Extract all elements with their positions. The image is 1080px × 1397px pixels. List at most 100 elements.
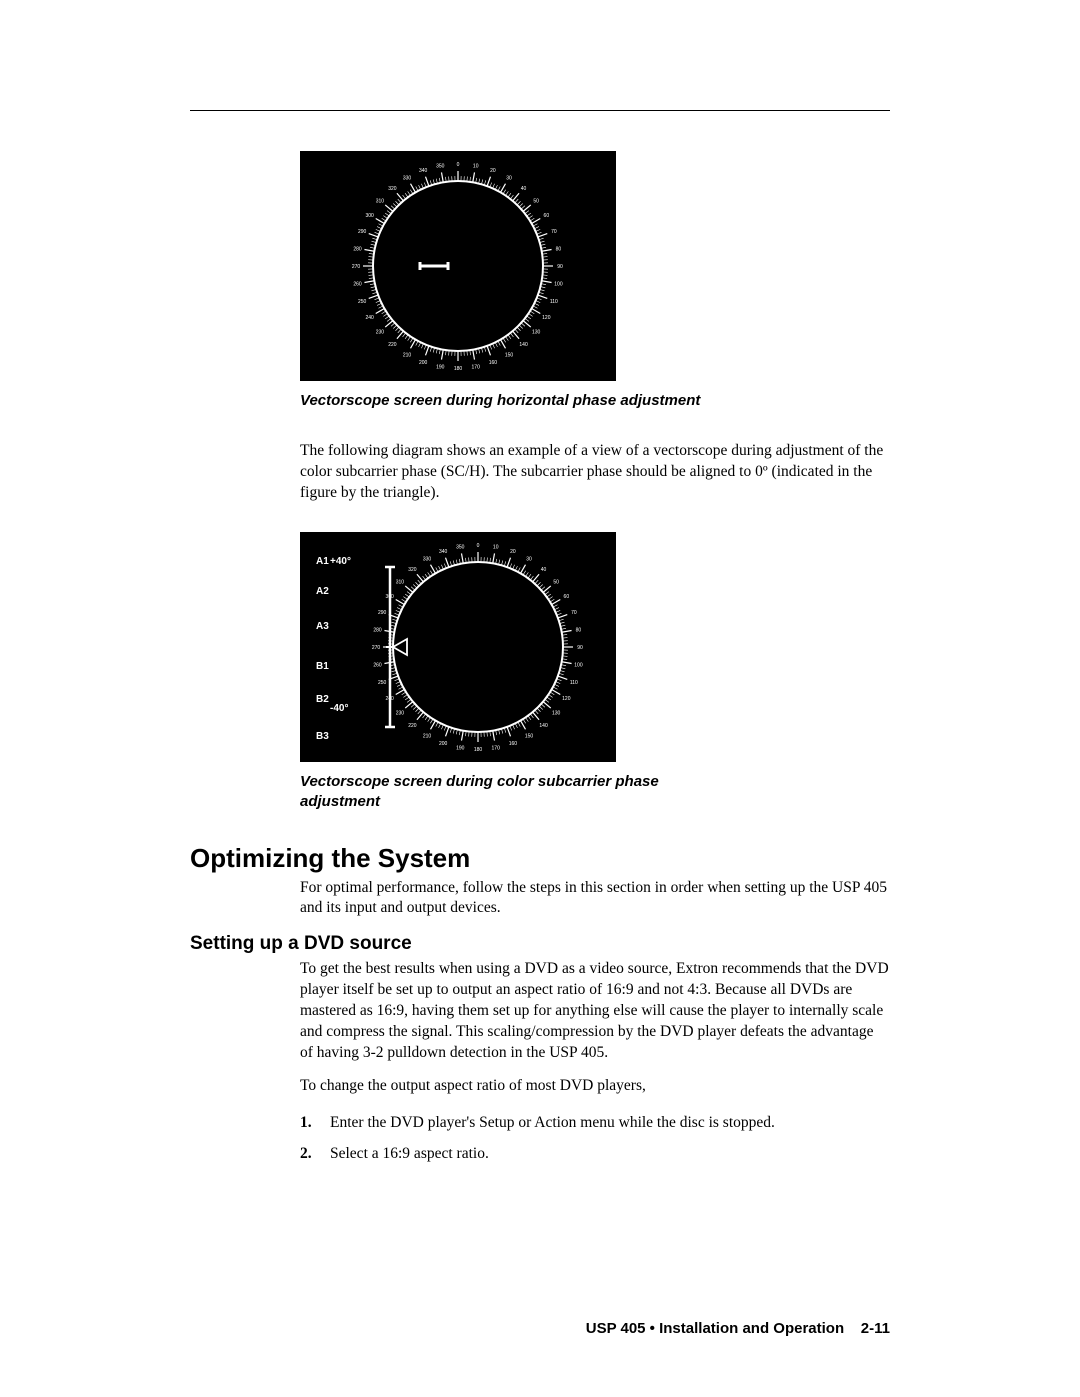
top-rule xyxy=(190,110,890,111)
footer-page: 2-11 xyxy=(861,1320,890,1337)
svg-text:230: 230 xyxy=(376,330,385,336)
figure-1-caption: Vectorscope screen during horizontal pha… xyxy=(300,391,720,411)
svg-text:220: 220 xyxy=(408,723,417,729)
scope2-minus40-label: -40° xyxy=(330,704,348,714)
svg-text:180: 180 xyxy=(474,747,483,753)
svg-text:90: 90 xyxy=(557,264,563,270)
svg-text:110: 110 xyxy=(550,299,558,305)
svg-text:290: 290 xyxy=(378,610,387,616)
svg-text:280: 280 xyxy=(373,627,382,633)
step-number: 1. xyxy=(300,1111,330,1136)
svg-text:210: 210 xyxy=(403,352,412,358)
svg-text:340: 340 xyxy=(439,549,448,555)
svg-text:140: 140 xyxy=(539,723,548,729)
svg-text:310: 310 xyxy=(396,579,405,585)
heading-dvd: Setting up a DVD source xyxy=(190,933,890,955)
scope2-scale-label: A3 xyxy=(316,622,329,632)
svg-text:170: 170 xyxy=(472,364,481,370)
paragraph-2: For optimal performance, follow the step… xyxy=(300,878,890,920)
vectorscope-2-image: 0102030405060708090100110120130140150160… xyxy=(300,532,616,762)
svg-text:190: 190 xyxy=(436,364,445,370)
svg-text:130: 130 xyxy=(552,711,561,717)
heading-optimizing: Optimizing the System xyxy=(190,843,890,874)
svg-text:170: 170 xyxy=(492,745,501,751)
svg-text:180: 180 xyxy=(454,366,463,372)
svg-text:270: 270 xyxy=(352,264,361,270)
vectorscope-1-image: 0102030405060708090100110120130140150160… xyxy=(300,151,616,381)
scope2-scale-label: A1 xyxy=(316,557,329,567)
svg-text:20: 20 xyxy=(510,549,516,555)
paragraph-1: The following diagram shows an example o… xyxy=(300,441,890,504)
svg-text:260: 260 xyxy=(353,282,362,288)
svg-text:60: 60 xyxy=(564,594,570,600)
svg-text:110: 110 xyxy=(570,680,578,686)
svg-text:200: 200 xyxy=(439,741,448,747)
svg-text:160: 160 xyxy=(489,360,498,366)
svg-text:260: 260 xyxy=(373,663,382,669)
svg-text:120: 120 xyxy=(542,315,551,321)
svg-text:350: 350 xyxy=(436,164,445,170)
scope2-scale-label-extra: +40° xyxy=(330,557,351,567)
svg-text:50: 50 xyxy=(533,198,539,204)
step-item: 1.Enter the DVD player's Setup or Action… xyxy=(300,1111,890,1136)
svg-text:100: 100 xyxy=(554,282,563,288)
svg-text:250: 250 xyxy=(378,680,387,686)
figure-2-caption: Vectorscope screen during color subcarri… xyxy=(300,772,720,813)
svg-text:0: 0 xyxy=(457,162,460,168)
svg-text:60: 60 xyxy=(544,213,550,219)
svg-text:350: 350 xyxy=(456,545,465,551)
svg-text:40: 40 xyxy=(521,186,527,192)
step-item: 2.Select a 16:9 aspect ratio. xyxy=(300,1142,890,1167)
svg-text:70: 70 xyxy=(551,229,557,235)
step-text: Select a 16:9 aspect ratio. xyxy=(330,1142,489,1167)
figure-2: 0102030405060708090100110120130140150160… xyxy=(300,532,890,813)
vectorscope-svg: 0102030405060708090100110120130140150160… xyxy=(300,151,616,381)
svg-text:340: 340 xyxy=(419,168,428,174)
svg-text:320: 320 xyxy=(408,567,417,573)
svg-text:10: 10 xyxy=(473,164,479,170)
figure-1: 0102030405060708090100110120130140150160… xyxy=(300,151,890,411)
svg-text:120: 120 xyxy=(562,696,571,702)
svg-text:300: 300 xyxy=(365,213,374,219)
svg-text:80: 80 xyxy=(576,627,582,633)
page: 0102030405060708090100110120130140150160… xyxy=(0,0,1080,1397)
svg-text:250: 250 xyxy=(358,299,367,305)
svg-text:70: 70 xyxy=(571,610,577,616)
svg-text:310: 310 xyxy=(376,198,385,204)
svg-text:130: 130 xyxy=(532,330,541,336)
svg-text:100: 100 xyxy=(574,663,583,669)
page-footer: USP 405 • Installation and Operation 2-1… xyxy=(586,1320,890,1337)
svg-text:210: 210 xyxy=(423,733,432,739)
svg-text:30: 30 xyxy=(506,176,512,182)
svg-text:220: 220 xyxy=(388,342,397,348)
svg-text:290: 290 xyxy=(358,229,367,235)
scope2-scale-label: B3 xyxy=(316,732,329,742)
svg-text:240: 240 xyxy=(365,315,374,321)
paragraph-3: To get the best results when using a DVD… xyxy=(300,959,890,1064)
svg-text:80: 80 xyxy=(556,246,562,252)
svg-text:330: 330 xyxy=(403,176,412,182)
svg-text:320: 320 xyxy=(388,186,397,192)
svg-text:10: 10 xyxy=(493,545,499,551)
svg-text:150: 150 xyxy=(505,352,514,358)
steps-list: 1.Enter the DVD player's Setup or Action… xyxy=(300,1111,890,1167)
footer-title: USP 405 • Installation and Operation xyxy=(586,1320,844,1337)
svg-text:40: 40 xyxy=(541,567,547,573)
svg-text:50: 50 xyxy=(553,579,559,585)
svg-text:20: 20 xyxy=(490,168,496,174)
step-text: Enter the DVD player's Setup or Action m… xyxy=(330,1111,775,1136)
scope2-scale-label: B1 xyxy=(316,662,329,672)
svg-text:330: 330 xyxy=(423,557,432,563)
scope2-scale-label: B2 xyxy=(316,695,329,705)
scope2-scale-label: A2 xyxy=(316,587,329,597)
svg-text:160: 160 xyxy=(509,741,518,747)
svg-text:280: 280 xyxy=(353,246,362,252)
step-number: 2. xyxy=(300,1142,330,1167)
svg-text:90: 90 xyxy=(577,645,583,651)
paragraph-4: To change the output aspect ratio of mos… xyxy=(300,1076,890,1097)
svg-text:190: 190 xyxy=(456,745,465,751)
svg-text:0: 0 xyxy=(477,543,480,549)
svg-text:230: 230 xyxy=(396,711,405,717)
svg-text:150: 150 xyxy=(525,733,534,739)
svg-text:200: 200 xyxy=(419,360,428,366)
